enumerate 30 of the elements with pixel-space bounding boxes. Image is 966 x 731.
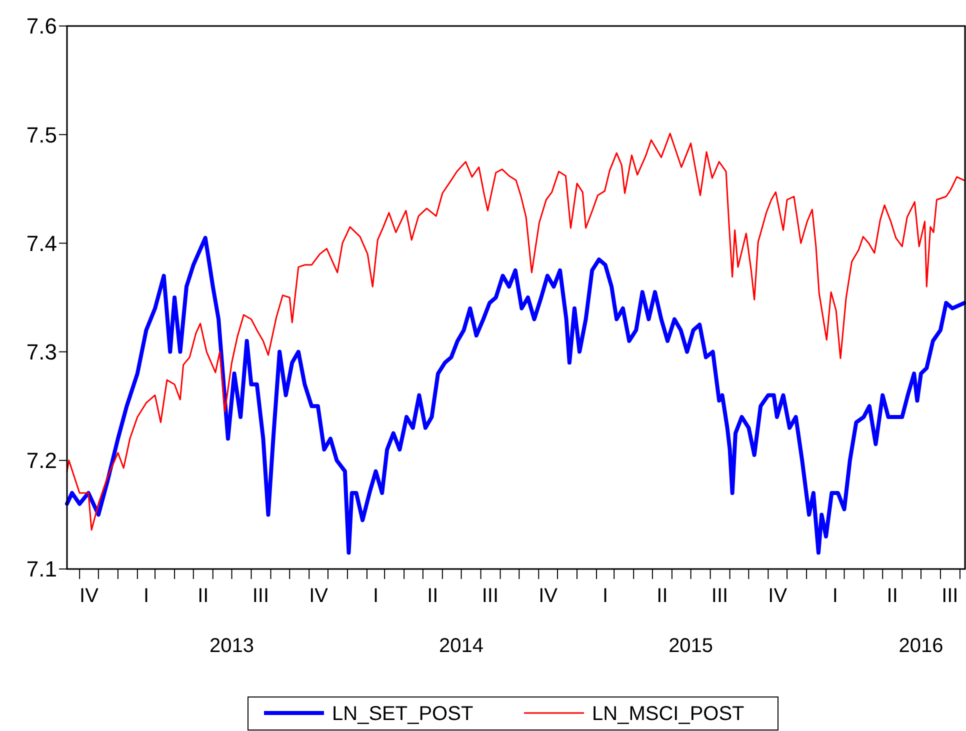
x-tick-label: 2013 <box>210 635 254 657</box>
line-series <box>65 236 966 555</box>
text: II <box>427 585 438 607</box>
text: IV <box>538 585 558 607</box>
x-tick-label: 2014 <box>439 635 484 657</box>
text: IV <box>768 585 788 607</box>
y-tick-label: 7.6 <box>26 14 57 39</box>
text: I <box>602 585 608 607</box>
y-tick-label: 7.2 <box>26 448 57 474</box>
text: I <box>832 585 838 607</box>
line-series <box>66 132 964 531</box>
y-tick-label: 7.3 <box>26 340 57 364</box>
text: II <box>886 585 898 607</box>
text: III <box>711 585 728 607</box>
y-tick-label: 7.5 <box>26 122 57 148</box>
y-tick-label: 7.1 <box>26 556 57 582</box>
x-tick-label: 2016 <box>898 635 944 657</box>
text: III <box>942 585 958 607</box>
x-tick-label: 2015 <box>668 635 714 657</box>
text: II <box>198 585 209 607</box>
legend-label: LN_MSCI_POST <box>592 703 744 725</box>
text: II <box>656 585 668 607</box>
y-tick-label: 7.4 <box>26 230 57 256</box>
text: I <box>143 585 150 607</box>
text: IV <box>80 585 100 607</box>
legend-label: LN_SET_POST <box>332 703 474 725</box>
text: I <box>372 585 379 607</box>
text: III <box>482 585 499 607</box>
text: IV <box>309 585 329 607</box>
text: III <box>252 585 270 607</box>
